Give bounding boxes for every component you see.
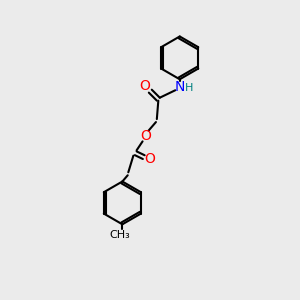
Text: CH₃: CH₃	[109, 230, 130, 240]
Text: H: H	[185, 83, 194, 93]
Text: O: O	[144, 152, 155, 166]
Text: O: O	[140, 79, 150, 93]
Text: N: N	[175, 80, 185, 94]
Text: O: O	[140, 129, 151, 143]
